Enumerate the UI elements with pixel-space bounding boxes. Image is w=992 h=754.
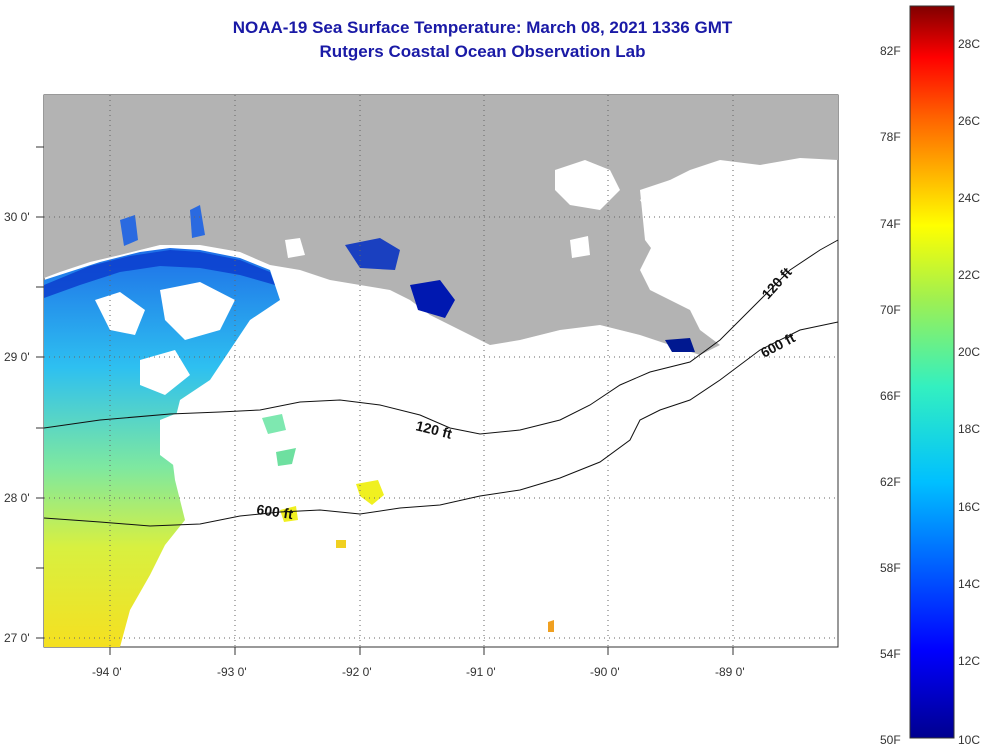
colorbar-c-label: 12C: [958, 654, 980, 668]
lon-label: -94 0': [92, 665, 122, 679]
colorbar-c-label: 26C: [958, 114, 980, 128]
colorbar-f-label: 54F: [880, 647, 901, 661]
lon-label: -89 0': [715, 665, 745, 679]
colorbar-c-labels: 28C 26C 24C 22C 20C 18C 16C 14C 12C 10C: [958, 37, 980, 747]
colorbar-f-label: 58F: [880, 561, 901, 575]
cold-bay-4: [190, 205, 205, 238]
green-patch-2: [276, 448, 296, 466]
colorbar-f-labels: 82F 78F 74F 70F 66F 62F 58F 54F 50F: [880, 44, 901, 747]
lat-label: 30 0': [4, 210, 30, 224]
land: [44, 95, 838, 355]
colorbar-c-label: 10C: [958, 733, 980, 747]
cold-bay-3: [120, 215, 138, 246]
lon-label: -93 0': [217, 665, 247, 679]
yellow-patch: [356, 480, 384, 505]
graticule: [44, 95, 838, 647]
colorbar-c-label: 20C: [958, 345, 980, 359]
lat-label: 29 0': [4, 350, 30, 364]
lake-4: [640, 180, 690, 260]
colorbar-f-label: 66F: [880, 389, 901, 403]
lon-label: -92 0': [342, 665, 372, 679]
frame-ticks: [36, 146, 734, 655]
orange-patch: [548, 620, 554, 632]
lake: [555, 160, 620, 210]
colorbar: [909, 5, 955, 739]
map-title: NOAA-19 Sea Surface Temperature: March 0…: [232, 18, 733, 37]
contour-600ft: [43, 321, 839, 527]
cold-bay-2: [665, 338, 695, 352]
colorbar-f-label: 50F: [880, 733, 901, 747]
lon-label: -91 0': [466, 665, 496, 679]
colorbar-c-label: 14C: [958, 577, 980, 591]
green-patch: [262, 414, 286, 434]
colorbar-c-label: 28C: [958, 37, 980, 51]
colorbar-f-label: 78F: [880, 130, 901, 144]
contour-120ft: [43, 239, 839, 435]
map-subtitle: Rutgers Coastal Ocean Observation Lab: [319, 42, 646, 61]
cold-coastal-band: [44, 250, 275, 298]
cold-bay: [410, 280, 455, 318]
colorbar-f-label: 70F: [880, 303, 901, 317]
colorbar-f-label: 62F: [880, 475, 901, 489]
cloud-patches: [95, 282, 235, 470]
cold-bay-5: [345, 238, 400, 270]
colorbar-f-label: 74F: [880, 217, 901, 231]
colorbar-c-label: 24C: [958, 191, 980, 205]
colorbar-c-label: 18C: [958, 422, 980, 436]
colorbar-c-label: 16C: [958, 500, 980, 514]
contour-label-600-a: 600 ft: [256, 501, 295, 522]
yellow-patch-3: [336, 540, 346, 548]
lat-label: 28 0': [4, 491, 30, 505]
lat-label: 27 0': [4, 631, 30, 645]
lake-2: [570, 236, 590, 258]
lake-3: [285, 238, 305, 258]
yellow-patch-2: [280, 506, 298, 522]
colorbar-c-label: 22C: [958, 268, 980, 282]
colorbar-f-label: 82F: [880, 44, 901, 58]
lon-label: -90 0': [590, 665, 620, 679]
